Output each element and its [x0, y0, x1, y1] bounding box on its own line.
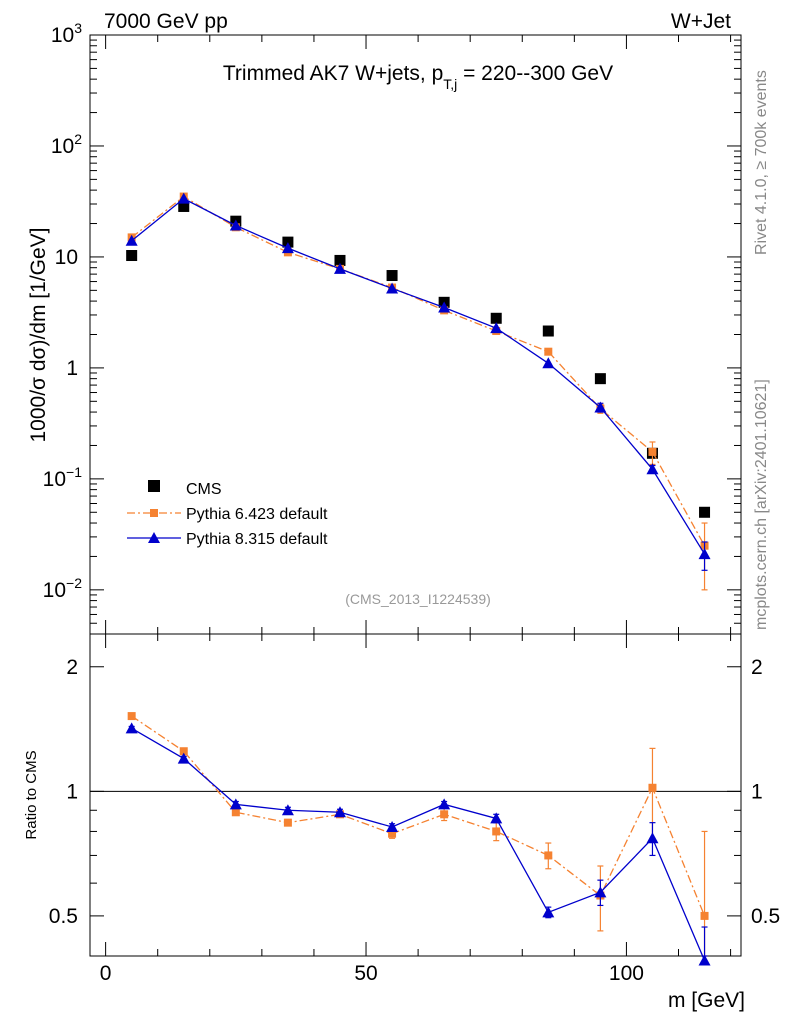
ratio-point-triangle — [333, 806, 346, 818]
data-point-triangle — [281, 242, 294, 254]
ratio-point-triangle — [125, 722, 138, 734]
data-point-square — [490, 312, 502, 324]
ratio-line-0 — [131, 715, 706, 917]
data-point-triangle — [646, 463, 659, 475]
header-process-label: W+Jet — [671, 10, 731, 33]
ratio-point-square — [283, 818, 292, 827]
ratio-point-triangle — [281, 804, 294, 816]
mcplots-label: mcplots.cern.ch [arXiv:2401.10621] — [753, 379, 770, 630]
data-point-square — [126, 250, 138, 262]
header-collision-label: 7000 GeV pp — [104, 10, 228, 33]
ratio-point-triangle — [490, 812, 503, 824]
x-axis-label: m [GeV] — [668, 989, 745, 1012]
legend-label-pythia6: Pythia 6.423 default — [186, 506, 328, 523]
series-line-1 — [131, 195, 706, 546]
ratio-point-triangle — [229, 798, 242, 810]
ratio-point-square — [700, 911, 709, 920]
data-point-square — [542, 325, 554, 337]
data-point-triangle — [386, 282, 399, 294]
ratio-y-tick-label-left: 0.5 — [49, 905, 78, 928]
main-y-tick-label: 103 — [51, 20, 82, 47]
ratio-point-triangle — [542, 906, 555, 918]
ratio-point-square — [127, 712, 136, 721]
ratio-point-square — [648, 783, 657, 792]
ratio-point-triangle — [438, 798, 451, 810]
ratio-point-square — [440, 810, 449, 819]
ratio-y-tick-label-left: 2 — [66, 656, 78, 679]
ratio-point-triangle — [594, 886, 607, 898]
ratio-point-triangle — [646, 832, 659, 844]
data-point-square — [648, 447, 657, 456]
legend-marker-pythia8 — [148, 532, 160, 543]
ratio-point-square — [231, 808, 240, 817]
data-point-square — [544, 347, 553, 356]
x-tick-label: 0 — [100, 962, 112, 985]
data-point-triangle — [490, 322, 503, 334]
legend-label-cms: CMS — [186, 481, 222, 498]
data-point-triangle — [177, 192, 190, 204]
legend-marker-cms — [148, 480, 160, 492]
data-point-square — [282, 236, 294, 248]
x-tick-label: 50 — [354, 962, 377, 985]
legend-label-pythia8: Pythia 8.315 default — [186, 531, 328, 548]
ratio-point-square — [179, 747, 188, 756]
ratio-plot-frame — [89, 633, 742, 957]
main-y-tick-label: 10−1 — [43, 464, 83, 491]
data-point-triangle — [698, 548, 711, 560]
series-line-2 — [131, 197, 706, 555]
legend: CMS Pythia 6.423 default Pythia 8.315 de… — [127, 480, 328, 548]
ratio-y-tick-label-right: 2 — [751, 656, 763, 679]
ratio-point-triangle — [698, 954, 711, 966]
ratio-y-axis-label: Ratio to CMS — [23, 750, 40, 839]
ratio-point-triangle — [177, 752, 190, 764]
data-point-triangle — [542, 357, 555, 369]
main-plot-title: Trimmed AK7 W+jets, pT,j = 220--300 GeV — [223, 62, 613, 92]
ratio-y-tick-label-left: 1 — [66, 780, 78, 803]
main-y-tick-label: 1 — [66, 357, 78, 380]
main-y-tick-label: 10 — [55, 246, 78, 269]
data-point-square — [334, 254, 346, 266]
data-point-square — [178, 200, 190, 212]
x-tick-label: 100 — [609, 962, 644, 985]
ratio-point-square — [388, 829, 397, 838]
main-y-tick-label: 10−2 — [43, 575, 83, 602]
ratio-line-1 — [131, 727, 706, 961]
main-y-axis-label: 1000/σ dσ)/dm [1/GeV] — [27, 227, 50, 442]
data-point-triangle — [125, 234, 138, 246]
ratio-y-tick-label-right: 0.5 — [751, 905, 780, 928]
analysis-id-label: (CMS_2013_I1224539) — [345, 591, 491, 607]
ratio-point-triangle — [386, 820, 399, 832]
legend-marker-pythia6 — [150, 509, 158, 517]
ratio-point-square — [492, 827, 501, 836]
main-y-tick-label: 102 — [51, 131, 82, 158]
main-plot-panel: Trimmed AK7 W+jets, pT,j = 220--300 GeV … — [27, 20, 742, 635]
rivet-version-label: Rivet 4.1.0, ≥ 700k events — [753, 70, 770, 255]
ratio-plot-panel: Ratio to CMS m [GeV] 2 2 1 1 0.5 0.5 0 50 100 — [23, 633, 780, 1012]
data-point-square — [594, 373, 606, 385]
data-point-triangle — [594, 401, 607, 413]
data-point-triangle — [333, 262, 346, 274]
ratio-y-tick-label-right: 1 — [751, 780, 763, 803]
data-point-triangle — [229, 219, 242, 231]
data-point-triangle — [438, 301, 451, 313]
data-point-square — [699, 506, 711, 518]
ratio-point-square — [544, 851, 553, 860]
data-point-square — [386, 270, 398, 282]
